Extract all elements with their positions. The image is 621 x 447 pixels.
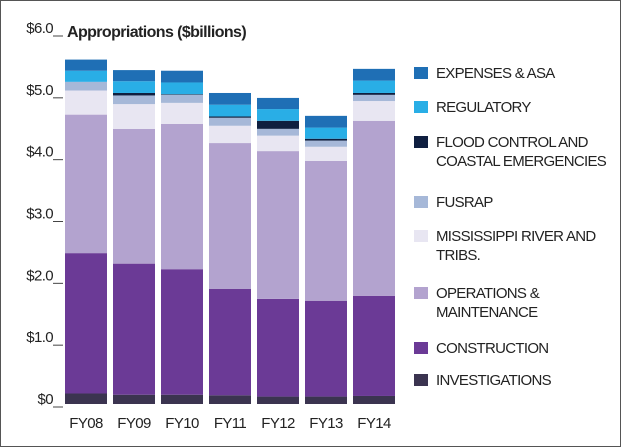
bar-segment [257,151,299,299]
x-tick-label: FY09 [117,415,151,432]
y-tick-label: $4.0 [26,144,53,161]
legend-swatch [414,136,428,148]
bar-segment [353,68,395,81]
bar-segment [305,396,347,404]
bar-segment [353,80,395,93]
legend-swatch [414,287,428,299]
bar-segment [113,128,155,264]
legend-label: CONSTRUCTION [436,340,549,357]
bar-segment [161,269,203,395]
bar-segment [161,123,203,270]
bar-segment [305,127,347,139]
bar-segment [113,104,155,129]
bar-segment [209,92,251,105]
bar-segment [113,263,155,395]
legend-swatch [414,101,428,113]
legend-item: INVESTIGATIONS [414,371,614,390]
legend-label: EXPENSES & ASA [436,65,555,82]
bar-segment [209,125,251,144]
bar-segment [113,95,155,105]
bar-segment [209,395,251,404]
legend-label: OPERATIONS & MAINTENANCE [436,285,540,321]
y-tick-label: $0 [38,391,54,408]
bar-segment [353,120,395,296]
bar-segment [209,116,251,118]
bar-segment [305,300,347,397]
bar-segment [209,117,251,126]
bar-segment [113,70,155,82]
bar-segment [113,92,155,96]
y-tick-label: $6.0 [26,20,53,37]
bar-segment [113,81,155,93]
bar-segment [353,94,395,102]
bar-segment [65,393,107,404]
y-tick-label: $3.0 [26,205,53,222]
bar-segment [65,81,107,91]
bar-segment [65,90,107,115]
legend-item: EXPENSES & ASA [414,64,614,83]
bar-segment [161,102,203,124]
bar-segment [305,115,347,128]
bar-segment [161,94,203,103]
bar-segment [65,70,107,82]
bar-segment [113,394,155,404]
x-tick-label: FY10 [165,415,199,432]
bar-segment [353,295,395,396]
bar-segment [209,143,251,289]
legend-swatch [414,342,428,354]
bar-segment [353,92,395,95]
bar-segment [305,138,347,141]
chart-title: Appropriations ($billions) [67,24,246,41]
legend-swatch [414,196,428,208]
legend-label: FLOOD CONTROL AND COASTAL EMERGENCIES [436,134,607,170]
bar-segment [65,253,107,394]
bar-segment [161,94,203,95]
bar-segment [65,114,107,254]
bar-segment [161,82,203,95]
bar-segment [257,128,299,136]
y-tick-label: $5.0 [26,82,53,99]
legend-label: INVESTIGATIONS [436,372,552,389]
bar-segment [257,135,299,152]
bar-segment [209,288,251,396]
bar-segment [257,298,299,397]
x-tick-label: FY13 [309,415,343,432]
bar-segment [257,109,299,121]
bar-segment [65,59,107,71]
bar-segment [353,101,395,121]
bar-segment [161,394,203,404]
bar-segment [209,104,251,117]
legend-label: FUSRAP [436,194,493,211]
bar-segment [305,160,347,301]
bar-segment [305,146,347,161]
x-tick-label: FY14 [357,415,391,432]
legend-item: OPERATIONS & MAINTENANCE [414,284,614,322]
bar-segment [257,97,299,110]
y-tick-label: $1.0 [26,329,53,346]
y-tick-label: $2.0 [26,267,53,284]
bar-segment [305,140,347,147]
x-tick-label: FY12 [261,415,295,432]
legend-swatch [414,67,428,79]
legend-swatch [414,374,428,386]
legend-label: REGULATORY [436,99,531,116]
x-tick-label: FY11 [214,415,247,432]
legend-item: CONSTRUCTION [414,339,614,358]
x-tick-label: FY08 [69,415,103,432]
legend-item: MISSISSIPPI RIVER AND TRIBS. [414,227,614,265]
legend-item: REGULATORY [414,98,614,117]
bar-segment [353,395,395,404]
bar-segment [257,120,299,129]
legend-item: FLOOD CONTROL AND COASTAL EMERGENCIES [414,133,614,171]
bar-segment [257,396,299,404]
legend-swatch [414,230,428,242]
bar-segment [161,70,203,83]
legend-item: FUSRAP [414,193,614,212]
legend-label: MISSISSIPPI RIVER AND TRIBS. [436,228,596,264]
